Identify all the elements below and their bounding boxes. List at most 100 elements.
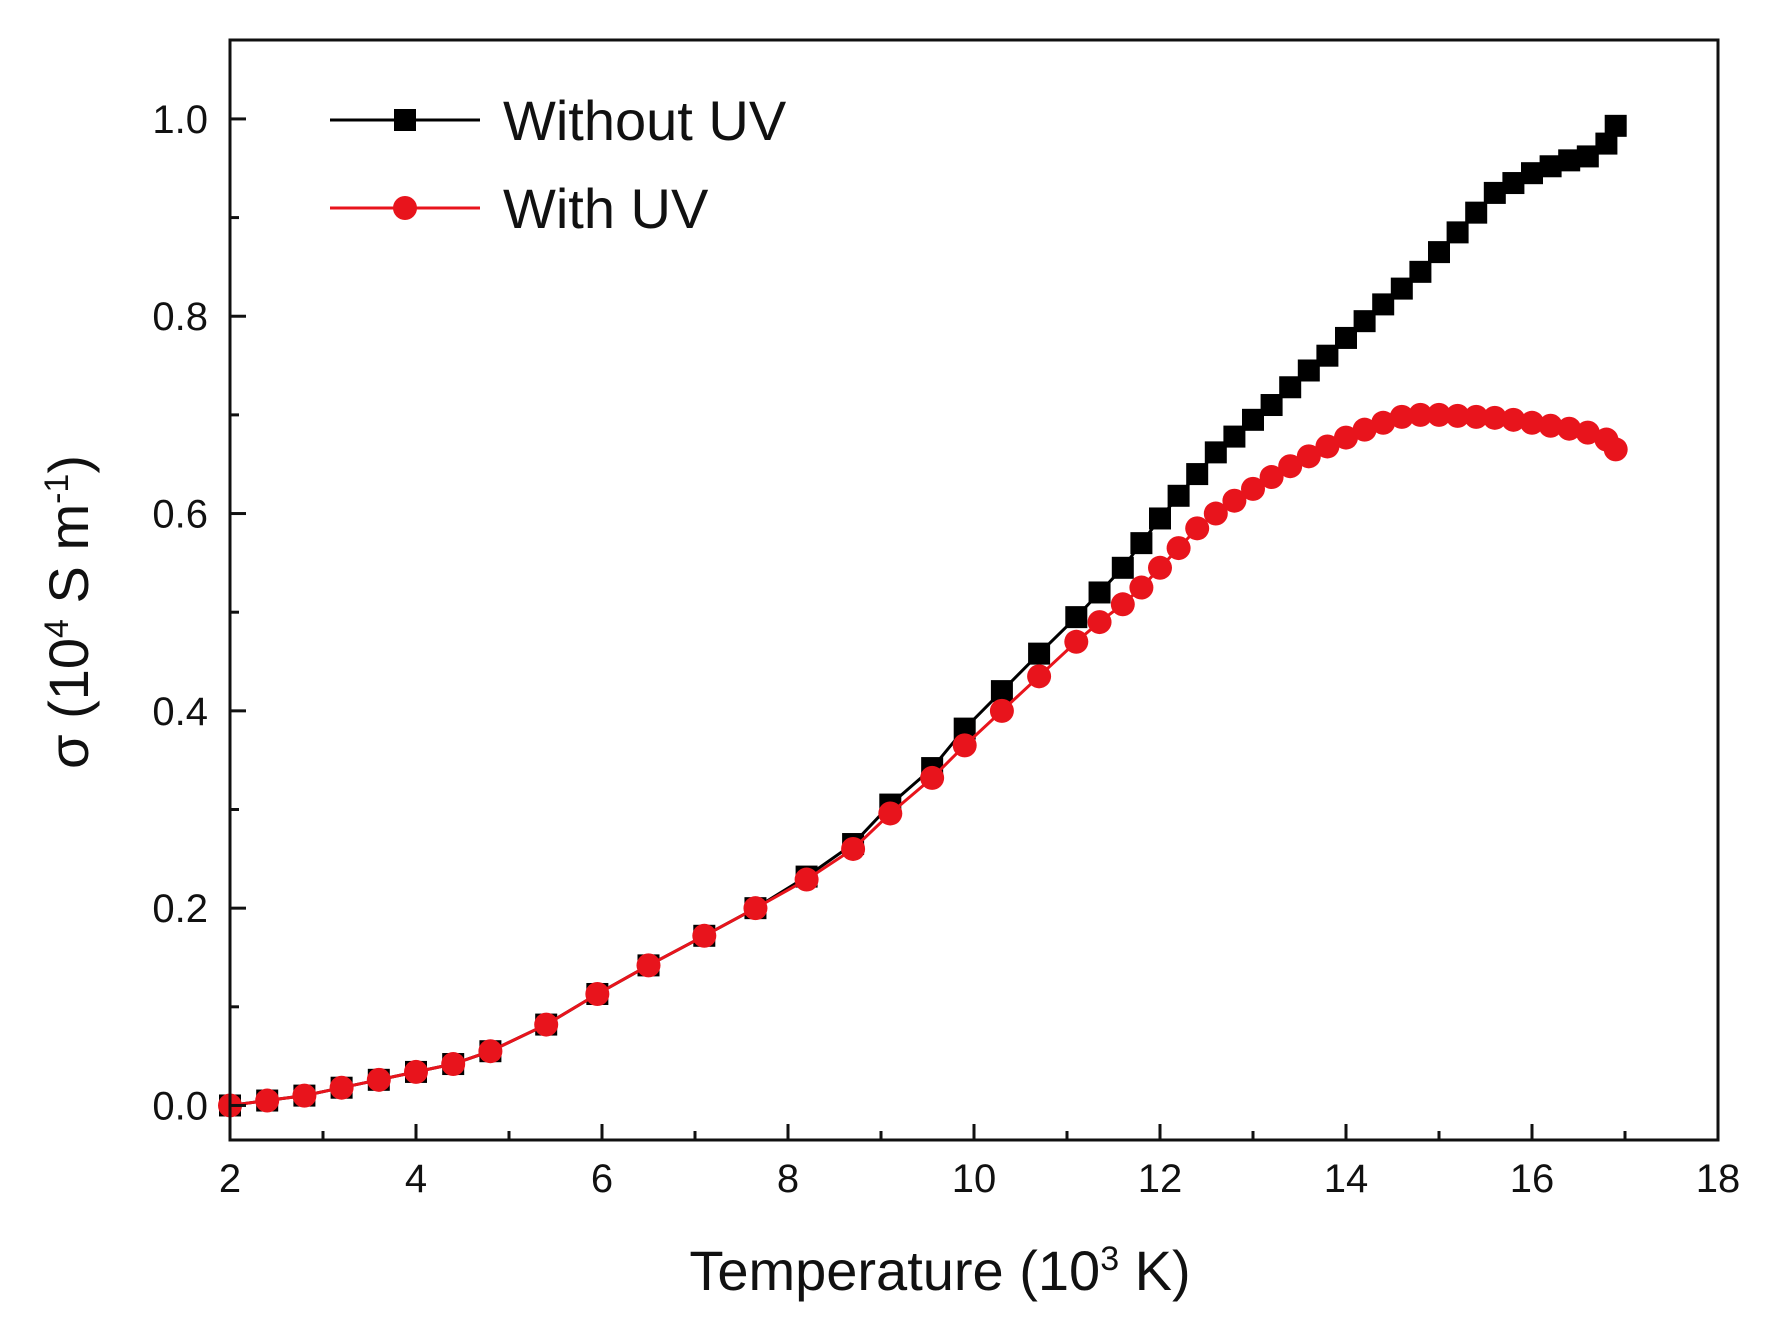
data-point (794, 867, 819, 892)
y-tick-label: 0.6 (152, 493, 208, 537)
data-point (1502, 172, 1525, 195)
data-point (878, 801, 903, 826)
data-point (329, 1075, 354, 1100)
data-point (1558, 149, 1581, 172)
data-point (1334, 425, 1358, 450)
x-tick-label: 8 (777, 1157, 799, 1201)
legend-marker (393, 196, 417, 220)
data-point (1087, 610, 1112, 635)
data-point (1185, 516, 1210, 541)
series-layer (218, 114, 1628, 1118)
legend-label: Without UV (503, 89, 787, 152)
data-point (1129, 575, 1154, 600)
y-tick-label: 0.0 (152, 1084, 208, 1128)
data-point (1279, 376, 1302, 399)
data-point (1408, 402, 1433, 427)
data-point (1557, 416, 1582, 441)
data-point (1027, 664, 1052, 689)
y-axis-title: σ (104 S m-1) (37, 455, 100, 769)
data-point (1259, 465, 1284, 490)
y-tick-label: 0.8 (152, 295, 208, 339)
data-point (1428, 241, 1450, 264)
data-point (1130, 532, 1153, 555)
data-point (478, 1039, 503, 1064)
data-point (1501, 407, 1526, 432)
data-point (1278, 454, 1303, 479)
data-point (1482, 405, 1507, 430)
data-point (1148, 555, 1172, 580)
data-point (1371, 410, 1396, 435)
data-point (1335, 326, 1357, 349)
data-point (841, 836, 866, 861)
data-point (692, 923, 717, 948)
data-point (743, 896, 768, 921)
data-point (1149, 507, 1171, 530)
data-point (1521, 162, 1543, 185)
data-point (953, 717, 976, 740)
x-tick-label: 6 (591, 1157, 613, 1201)
data-point (441, 1052, 466, 1077)
y-tick-label: 0.4 (152, 690, 208, 734)
data-point (1316, 344, 1339, 367)
x-tick-label: 14 (1324, 1157, 1369, 1201)
x-tick-label: 18 (1696, 1157, 1741, 1201)
data-point (1296, 444, 1321, 469)
x-tick-label: 16 (1510, 1157, 1555, 1201)
data-point (952, 733, 977, 758)
data-point (1064, 629, 1089, 654)
data-point (292, 1083, 317, 1108)
data-point (1110, 592, 1135, 617)
data-point (1576, 145, 1599, 168)
data-point (1390, 277, 1413, 300)
x-tick-label: 4 (405, 1157, 427, 1201)
data-point (1595, 132, 1618, 155)
data-point (1065, 606, 1088, 629)
data-point (1539, 155, 1562, 178)
data-point (1464, 404, 1489, 429)
data-point (1166, 536, 1191, 561)
data-point (1260, 394, 1283, 417)
data-point (1242, 408, 1264, 431)
data-point (1315, 434, 1340, 459)
data-point (1409, 260, 1432, 283)
data-point (636, 953, 661, 978)
data-point (255, 1088, 280, 1113)
data-point (1604, 114, 1627, 137)
data-point (920, 765, 945, 790)
data-point (1352, 417, 1377, 442)
legend-item-with-uv: With UV (330, 177, 709, 240)
data-point (1353, 310, 1376, 333)
data-point (1483, 181, 1506, 204)
x-tick-label: 10 (952, 1157, 997, 1201)
data-point (1603, 437, 1628, 462)
data-point (1223, 425, 1246, 448)
legend-label: With UV (503, 177, 709, 240)
y-tick-label: 1.0 (152, 98, 208, 142)
data-point (1372, 293, 1395, 316)
data-point (1241, 476, 1265, 501)
data-point (1186, 463, 1209, 486)
data-point (1088, 581, 1111, 604)
legend-item-without-uv: Without UV (330, 89, 787, 152)
x-tick-label: 2 (219, 1157, 241, 1201)
data-point (1446, 221, 1469, 244)
data-point (1445, 403, 1470, 428)
ticks-layer: 2 4 6 8 10 12 14 16 18 0.0 0.2 0.4 0.6 0.8 1.0 (152, 98, 1740, 1201)
data-point (404, 1059, 428, 1084)
data-point (1538, 413, 1563, 438)
series-with-uv (218, 402, 1628, 1118)
data-point (585, 981, 610, 1006)
legend: Without UV With UV (330, 89, 787, 240)
data-point (534, 1012, 559, 1037)
data-point (1575, 420, 1600, 445)
data-point (1111, 556, 1134, 579)
data-point (990, 680, 1013, 703)
data-point (989, 698, 1014, 723)
data-point (1203, 501, 1228, 526)
x-tick-label: 12 (1138, 1157, 1183, 1201)
data-point (1028, 642, 1051, 665)
data-point (366, 1067, 391, 1092)
data-point (1465, 201, 1488, 224)
data-point (1427, 402, 1451, 427)
